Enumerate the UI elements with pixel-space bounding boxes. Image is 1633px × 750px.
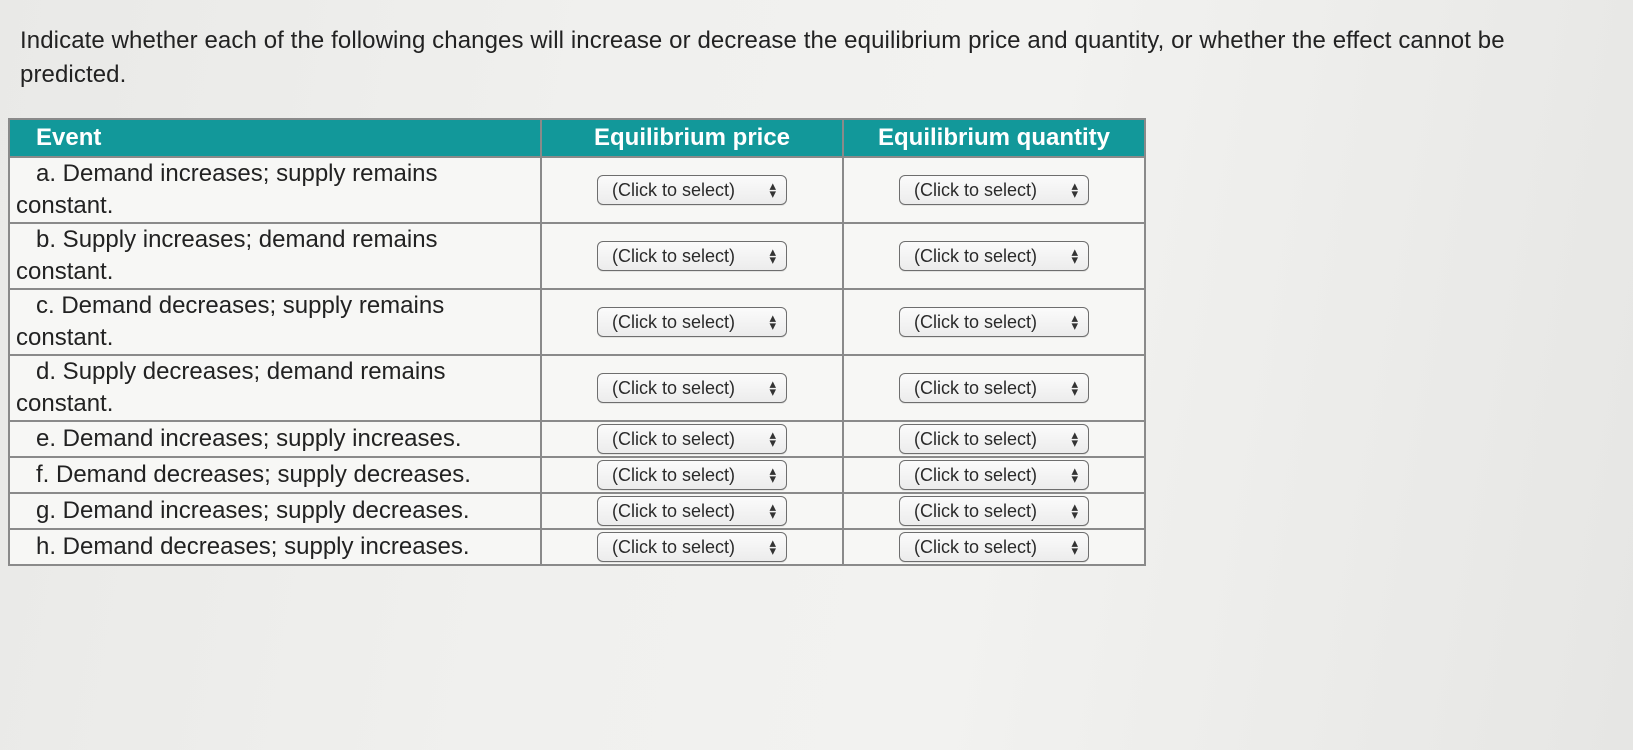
price-select-g[interactable]: (Click to select) ▴ ▾ — [597, 496, 787, 526]
events-table: Event Equilibrium price Equilibrium quan… — [8, 118, 1146, 566]
up-down-arrows-icon: ▴ ▾ — [769, 376, 776, 399]
event-column-header: Event — [8, 118, 542, 158]
event-cell: b. Supply increases; demand remains cons… — [8, 222, 542, 290]
event-cell: f. Demand decreases; supply decreases. — [8, 456, 542, 494]
price-cell: (Click to select) ▴ ▾ — [540, 222, 844, 290]
price-cell: (Click to select) ▴ ▾ — [540, 492, 844, 530]
event-label: f. Demand decreases; supply decreases. — [36, 461, 471, 488]
table-header-row: Event Equilibrium price Equilibrium quan… — [8, 118, 1146, 158]
event-cell: e. Demand increases; supply increases. — [8, 420, 542, 458]
select-value: (Click to select) — [612, 179, 736, 200]
up-down-arrows-icon: ▴ ▾ — [769, 310, 776, 333]
select-value: (Click to select) — [612, 536, 736, 557]
select-value: (Click to select) — [612, 311, 736, 332]
select-value: (Click to select) — [612, 464, 736, 485]
quantity-cell: (Click to select) ▴ ▾ — [842, 456, 1146, 494]
select-value: (Click to select) — [612, 500, 736, 521]
select-value: (Click to select) — [612, 245, 736, 266]
up-down-arrows-icon: ▴ ▾ — [769, 463, 776, 486]
quantity-select-e[interactable]: (Click to select) ▴ ▾ — [899, 424, 1089, 454]
price-select-f[interactable]: (Click to select) ▴ ▾ — [597, 460, 787, 490]
select-value: (Click to select) — [914, 245, 1038, 266]
up-down-arrows-icon: ▴ ▾ — [1071, 244, 1078, 267]
table-row: e. Demand increases; supply increases. (… — [8, 420, 1146, 458]
table-row: h. Demand decreases; supply increases. (… — [8, 528, 1146, 566]
quantity-select-d[interactable]: (Click to select) ▴ ▾ — [899, 373, 1089, 403]
up-down-arrows-icon: ▴ ▾ — [769, 535, 776, 558]
select-value: (Click to select) — [914, 500, 1038, 521]
quantity-select-c[interactable]: (Click to select) ▴ ▾ — [899, 307, 1089, 337]
price-cell: (Click to select) ▴ ▾ — [540, 354, 844, 422]
price-select-d[interactable]: (Click to select) ▴ ▾ — [597, 373, 787, 403]
price-select-c[interactable]: (Click to select) ▴ ▾ — [597, 307, 787, 337]
table-row: b. Supply increases; demand remains cons… — [8, 222, 1146, 290]
up-down-arrows-icon: ▴ ▾ — [1071, 535, 1078, 558]
event-cell: a. Demand increases; supply remains cons… — [8, 156, 542, 224]
quantity-cell: (Click to select) ▴ ▾ — [842, 528, 1146, 566]
quantity-column-header: Equilibrium quantity — [842, 118, 1146, 158]
up-down-arrows-icon: ▴ ▾ — [1071, 499, 1078, 522]
event-label: d. Supply decreases; demand remains cons… — [16, 358, 446, 417]
select-value: (Click to select) — [914, 377, 1038, 398]
event-label: a. Demand increases; supply remains cons… — [16, 160, 438, 219]
up-down-arrows-icon: ▴ ▾ — [769, 427, 776, 450]
quantity-select-h[interactable]: (Click to select) ▴ ▾ — [899, 532, 1089, 562]
up-down-arrows-icon: ▴ ▾ — [1071, 427, 1078, 450]
table-row: c. Demand decreases; supply remains cons… — [8, 288, 1146, 356]
table-row: a. Demand increases; supply remains cons… — [8, 156, 1146, 224]
event-label: e. Demand increases; supply increases. — [36, 425, 462, 452]
quantity-select-b[interactable]: (Click to select) ▴ ▾ — [899, 241, 1089, 271]
price-cell: (Click to select) ▴ ▾ — [540, 456, 844, 494]
select-value: (Click to select) — [612, 377, 736, 398]
event-label: h. Demand decreases; supply increases. — [36, 533, 470, 560]
price-select-b[interactable]: (Click to select) ▴ ▾ — [597, 241, 787, 271]
price-column-header: Equilibrium price — [540, 118, 844, 158]
select-value: (Click to select) — [914, 536, 1038, 557]
quantity-select-g[interactable]: (Click to select) ▴ ▾ — [899, 496, 1089, 526]
question-instructions: Indicate whether each of the following c… — [20, 27, 1505, 88]
select-value: (Click to select) — [914, 428, 1038, 449]
quantity-cell: (Click to select) ▴ ▾ — [842, 156, 1146, 224]
quantity-cell: (Click to select) ▴ ▾ — [842, 288, 1146, 356]
up-down-arrows-icon: ▴ ▾ — [769, 178, 776, 201]
table-row: d. Supply decreases; demand remains cons… — [8, 354, 1146, 422]
price-cell: (Click to select) ▴ ▾ — [540, 156, 844, 224]
up-down-arrows-icon: ▴ ▾ — [1071, 310, 1078, 333]
up-down-arrows-icon: ▴ ▾ — [769, 499, 776, 522]
price-select-a[interactable]: (Click to select) ▴ ▾ — [597, 175, 787, 205]
quantity-cell: (Click to select) ▴ ▾ — [842, 492, 1146, 530]
price-cell: (Click to select) ▴ ▾ — [540, 420, 844, 458]
event-label: c. Demand decreases; supply remains cons… — [16, 292, 445, 351]
event-cell: g. Demand increases; supply decreases. — [8, 492, 542, 530]
quantity-select-a[interactable]: (Click to select) ▴ ▾ — [899, 175, 1089, 205]
event-label: b. Supply increases; demand remains cons… — [16, 226, 438, 285]
table-row: g. Demand increases; supply decreases. (… — [8, 492, 1146, 530]
price-select-e[interactable]: (Click to select) ▴ ▾ — [597, 424, 787, 454]
event-cell: c. Demand decreases; supply remains cons… — [8, 288, 542, 356]
event-cell: h. Demand decreases; supply increases. — [8, 528, 542, 566]
select-value: (Click to select) — [914, 179, 1038, 200]
event-label: g. Demand increases; supply decreases. — [36, 497, 470, 524]
quantity-select-f[interactable]: (Click to select) ▴ ▾ — [899, 460, 1089, 490]
price-cell: (Click to select) ▴ ▾ — [540, 528, 844, 566]
select-value: (Click to select) — [612, 428, 736, 449]
up-down-arrows-icon: ▴ ▾ — [1071, 463, 1078, 486]
select-value: (Click to select) — [914, 311, 1038, 332]
price-cell: (Click to select) ▴ ▾ — [540, 288, 844, 356]
up-down-arrows-icon: ▴ ▾ — [1071, 376, 1078, 399]
price-select-h[interactable]: (Click to select) ▴ ▾ — [597, 532, 787, 562]
table-row: f. Demand decreases; supply decreases. (… — [8, 456, 1146, 494]
quantity-cell: (Click to select) ▴ ▾ — [842, 222, 1146, 290]
quantity-cell: (Click to select) ▴ ▾ — [842, 420, 1146, 458]
select-value: (Click to select) — [914, 464, 1038, 485]
up-down-arrows-icon: ▴ ▾ — [769, 244, 776, 267]
quantity-cell: (Click to select) ▴ ▾ — [842, 354, 1146, 422]
event-cell: d. Supply decreases; demand remains cons… — [8, 354, 542, 422]
up-down-arrows-icon: ▴ ▾ — [1071, 178, 1078, 201]
